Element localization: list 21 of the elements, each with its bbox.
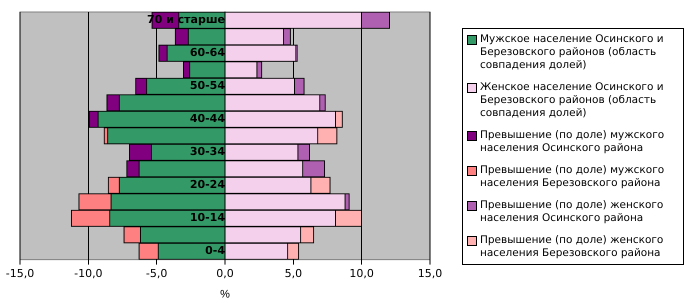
y-tick-label: 50-54 <box>190 79 226 92</box>
x-tick-label: 5,0 <box>284 267 302 280</box>
x-tick-label: 15,0 <box>418 267 442 280</box>
y-tick-label: 40-44 <box>190 112 226 126</box>
legend-label: Превышение (по доле) женского населения Осинского района <box>480 199 664 225</box>
x-tick-label: 0,0 <box>216 267 234 280</box>
y-tick-label: 60-64 <box>190 46 226 60</box>
legend-label: Превышение (по доле) мужского населения Осинского района <box>480 129 666 155</box>
legend-label: Превышение (по доле) женского населения Березовского района <box>480 234 664 260</box>
y-tick-label: 10-14 <box>190 211 226 224</box>
legend-label: Превышение (по доле) мужского населения Березовского района <box>480 164 666 190</box>
x-tick-label: 10,0 <box>349 267 374 280</box>
legend-label: Мужское население Осинского и Березовского районов (область совпадения долей) <box>480 33 665 72</box>
x-axis-title: % <box>220 288 230 300</box>
y-tick-label: 20-24 <box>190 178 226 192</box>
y-tick-label: 30-34 <box>190 145 226 158</box>
x-tick-label: -10,0 <box>74 267 103 280</box>
legend-label: Женское население Осинского и Березовского районов (область совпадения долей) <box>480 81 665 120</box>
y-tick-label: 0-4 <box>205 244 226 258</box>
x-tick-label: -15,0 <box>6 267 34 280</box>
x-tick-label: -5,0 <box>146 267 168 280</box>
